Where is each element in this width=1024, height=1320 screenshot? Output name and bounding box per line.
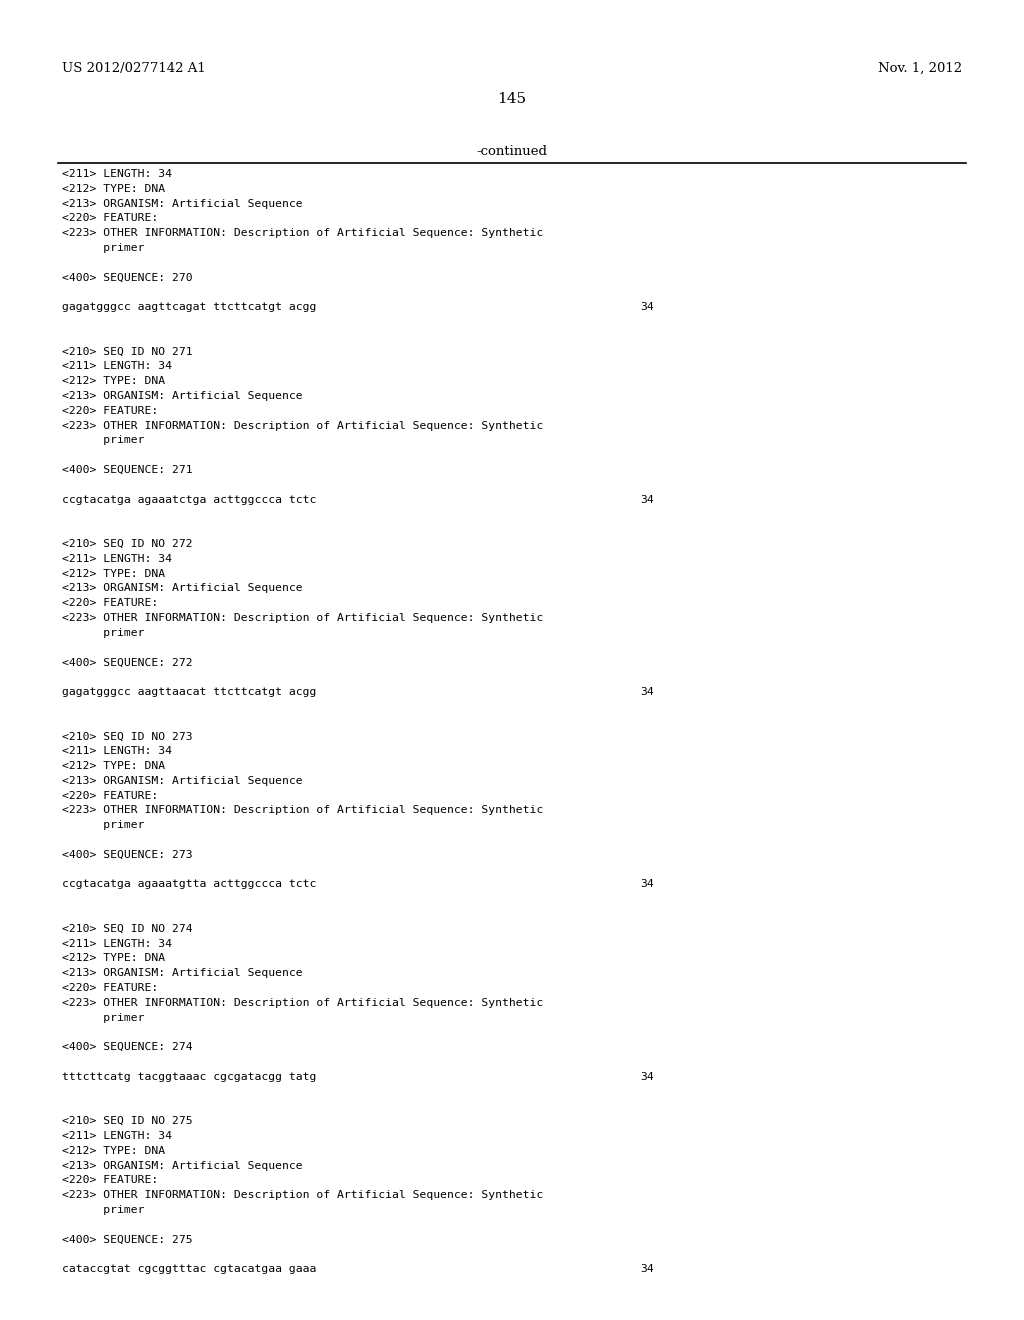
Text: <210> SEQ ID NO 274: <210> SEQ ID NO 274	[62, 924, 193, 933]
Text: <212> TYPE: DNA: <212> TYPE: DNA	[62, 762, 165, 771]
Text: <211> LENGTH: 34: <211> LENGTH: 34	[62, 554, 172, 564]
Text: <210> SEQ ID NO 275: <210> SEQ ID NO 275	[62, 1117, 193, 1126]
Text: <220> FEATURE:: <220> FEATURE:	[62, 1175, 159, 1185]
Text: 34: 34	[640, 1265, 653, 1274]
Text: tttcttcatg tacggtaaac cgcgatacgg tatg: tttcttcatg tacggtaaac cgcgatacgg tatg	[62, 1072, 316, 1082]
Text: <212> TYPE: DNA: <212> TYPE: DNA	[62, 1146, 165, 1156]
Text: <400> SEQUENCE: 274: <400> SEQUENCE: 274	[62, 1043, 193, 1052]
Text: <223> OTHER INFORMATION: Description of Artificial Sequence: Synthetic: <223> OTHER INFORMATION: Description of …	[62, 612, 544, 623]
Text: <212> TYPE: DNA: <212> TYPE: DNA	[62, 569, 165, 578]
Text: <211> LENGTH: 34: <211> LENGTH: 34	[62, 362, 172, 371]
Text: <213> ORGANISM: Artificial Sequence: <213> ORGANISM: Artificial Sequence	[62, 776, 303, 785]
Text: <400> SEQUENCE: 271: <400> SEQUENCE: 271	[62, 465, 193, 475]
Text: <223> OTHER INFORMATION: Description of Artificial Sequence: Synthetic: <223> OTHER INFORMATION: Description of …	[62, 805, 544, 816]
Text: primer: primer	[62, 1012, 144, 1023]
Text: <212> TYPE: DNA: <212> TYPE: DNA	[62, 953, 165, 964]
Text: 34: 34	[640, 495, 653, 504]
Text: ccgtacatga agaaatgtta acttggccca tctc: ccgtacatga agaaatgtta acttggccca tctc	[62, 879, 316, 890]
Text: <213> ORGANISM: Artificial Sequence: <213> ORGANISM: Artificial Sequence	[62, 968, 303, 978]
Text: <220> FEATURE:: <220> FEATURE:	[62, 791, 159, 801]
Text: <400> SEQUENCE: 270: <400> SEQUENCE: 270	[62, 273, 193, 282]
Text: <211> LENGTH: 34: <211> LENGTH: 34	[62, 1131, 172, 1140]
Text: US 2012/0277142 A1: US 2012/0277142 A1	[62, 62, 206, 75]
Text: <223> OTHER INFORMATION: Description of Artificial Sequence: Synthetic: <223> OTHER INFORMATION: Description of …	[62, 998, 544, 1007]
Text: 34: 34	[640, 879, 653, 890]
Text: 34: 34	[640, 686, 653, 697]
Text: <400> SEQUENCE: 272: <400> SEQUENCE: 272	[62, 657, 193, 668]
Text: <213> ORGANISM: Artificial Sequence: <213> ORGANISM: Artificial Sequence	[62, 198, 303, 209]
Text: <210> SEQ ID NO 272: <210> SEQ ID NO 272	[62, 539, 193, 549]
Text: <213> ORGANISM: Artificial Sequence: <213> ORGANISM: Artificial Sequence	[62, 391, 303, 401]
Text: primer: primer	[62, 1205, 144, 1214]
Text: <400> SEQUENCE: 275: <400> SEQUENCE: 275	[62, 1234, 193, 1245]
Text: <210> SEQ ID NO 271: <210> SEQ ID NO 271	[62, 347, 193, 356]
Text: primer: primer	[62, 628, 144, 638]
Text: <213> ORGANISM: Artificial Sequence: <213> ORGANISM: Artificial Sequence	[62, 1160, 303, 1171]
Text: 145: 145	[498, 92, 526, 106]
Text: <211> LENGTH: 34: <211> LENGTH: 34	[62, 939, 172, 949]
Text: <220> FEATURE:: <220> FEATURE:	[62, 214, 159, 223]
Text: Nov. 1, 2012: Nov. 1, 2012	[878, 62, 962, 75]
Text: <211> LENGTH: 34: <211> LENGTH: 34	[62, 746, 172, 756]
Text: ccgtacatga agaaatctga acttggccca tctc: ccgtacatga agaaatctga acttggccca tctc	[62, 495, 316, 504]
Text: cataccgtat cgcggtttac cgtacatgaa gaaa: cataccgtat cgcggtttac cgtacatgaa gaaa	[62, 1265, 316, 1274]
Text: <213> ORGANISM: Artificial Sequence: <213> ORGANISM: Artificial Sequence	[62, 583, 303, 594]
Text: <212> TYPE: DNA: <212> TYPE: DNA	[62, 376, 165, 387]
Text: <223> OTHER INFORMATION: Description of Artificial Sequence: Synthetic: <223> OTHER INFORMATION: Description of …	[62, 1191, 544, 1200]
Text: 34: 34	[640, 1072, 653, 1082]
Text: <220> FEATURE:: <220> FEATURE:	[62, 983, 159, 993]
Text: <220> FEATURE:: <220> FEATURE:	[62, 598, 159, 609]
Text: <210> SEQ ID NO 273: <210> SEQ ID NO 273	[62, 731, 193, 742]
Text: <223> OTHER INFORMATION: Description of Artificial Sequence: Synthetic: <223> OTHER INFORMATION: Description of …	[62, 228, 544, 238]
Text: -continued: -continued	[476, 145, 548, 158]
Text: <220> FEATURE:: <220> FEATURE:	[62, 405, 159, 416]
Text: primer: primer	[62, 243, 144, 253]
Text: primer: primer	[62, 436, 144, 445]
Text: gagatgggcc aagttcagat ttcttcatgt acgg: gagatgggcc aagttcagat ttcttcatgt acgg	[62, 302, 316, 313]
Text: gagatgggcc aagttaacat ttcttcatgt acgg: gagatgggcc aagttaacat ttcttcatgt acgg	[62, 686, 316, 697]
Text: <400> SEQUENCE: 273: <400> SEQUENCE: 273	[62, 850, 193, 859]
Text: <223> OTHER INFORMATION: Description of Artificial Sequence: Synthetic: <223> OTHER INFORMATION: Description of …	[62, 421, 544, 430]
Text: <212> TYPE: DNA: <212> TYPE: DNA	[62, 183, 165, 194]
Text: primer: primer	[62, 820, 144, 830]
Text: 34: 34	[640, 302, 653, 313]
Text: <211> LENGTH: 34: <211> LENGTH: 34	[62, 169, 172, 180]
